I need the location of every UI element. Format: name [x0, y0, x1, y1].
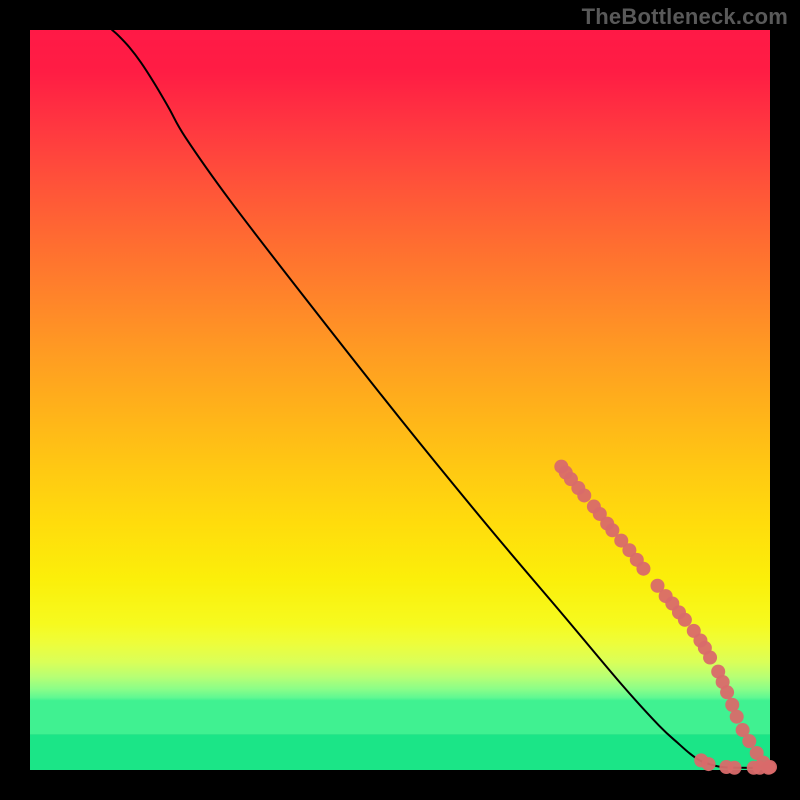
chart-frame: TheBottleneck.com	[0, 0, 800, 800]
tail-marker	[702, 757, 716, 771]
watermark-text: TheBottleneck.com	[582, 4, 788, 30]
gradient-background	[30, 30, 770, 734]
plot-svg	[30, 30, 770, 770]
data-marker	[703, 651, 717, 665]
data-marker	[577, 488, 591, 502]
data-marker	[730, 710, 744, 724]
data-marker	[678, 613, 692, 627]
data-marker	[720, 685, 734, 699]
plot-area	[30, 30, 770, 770]
tail-marker	[762, 761, 776, 775]
data-marker	[636, 562, 650, 576]
tail-marker	[727, 761, 741, 775]
solid-band-background	[30, 734, 770, 770]
data-marker	[742, 734, 756, 748]
